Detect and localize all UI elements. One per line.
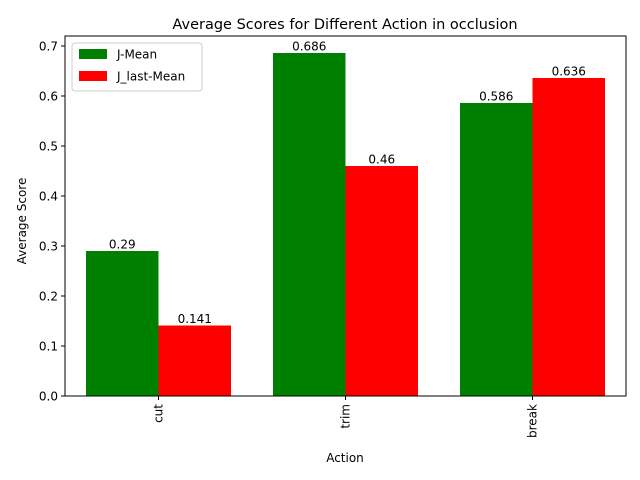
legend-label-j-mean: J-Mean <box>116 48 157 62</box>
data-label-j-mean-cut: 0.29 <box>109 238 136 252</box>
y-ticks-layer: 0.0 0.1 0.2 0.3 0.4 0.5 0.6 0.7 <box>39 39 65 403</box>
y-tick-label-1: 0.1 <box>39 339 58 353</box>
chart-title: Average Scores for Different Action in o… <box>172 17 517 33</box>
y-tick-label-5: 0.5 <box>39 139 58 153</box>
y-tick-label-3: 0.3 <box>39 239 58 253</box>
legend: J-Mean J_last-Mean <box>71 42 203 92</box>
x-tick-label-cut: cut <box>152 404 166 423</box>
y-tick-label-2: 0.2 <box>39 289 58 303</box>
bar-j-last-mean-break <box>532 78 605 396</box>
y-tick-label-7: 0.7 <box>39 39 58 53</box>
legend-swatch-j-last-mean <box>79 71 107 81</box>
y-axis-label: Average Score <box>15 178 29 265</box>
plot-frame <box>64 35 627 397</box>
y-tick-label-4: 0.4 <box>39 189 58 203</box>
bars-layer <box>86 53 605 396</box>
x-ticks-layer: cut trim break <box>152 396 540 438</box>
y-tick-label-6: 0.6 <box>39 89 58 103</box>
x-tick-label-trim: trim <box>339 404 353 429</box>
data-label-j-last-mean-break: 0.636 <box>552 65 586 79</box>
data-labels-layer: 0.29 0.141 0.686 0.46 0.586 0.636 <box>109 40 586 327</box>
data-label-j-mean-break: 0.586 <box>479 90 513 104</box>
data-label-j-mean-trim: 0.686 <box>292 40 326 54</box>
y-tick-label-0: 0.0 <box>39 389 58 403</box>
bar-j-mean-cut <box>86 251 159 396</box>
x-axis-label: Action <box>326 451 364 465</box>
bar-j-last-mean-cut <box>158 325 231 396</box>
bar-j-mean-break <box>460 103 533 396</box>
bar-j-last-mean-trim <box>345 166 418 396</box>
x-tick-label-break: break <box>526 404 540 438</box>
bar-j-mean-trim <box>273 53 346 396</box>
legend-swatch-j-mean <box>79 49 107 59</box>
data-label-j-last-mean-trim: 0.46 <box>368 153 395 167</box>
data-label-j-last-mean-cut: 0.141 <box>178 312 212 326</box>
legend-label-j-last-mean: J_last-Mean <box>116 70 185 84</box>
